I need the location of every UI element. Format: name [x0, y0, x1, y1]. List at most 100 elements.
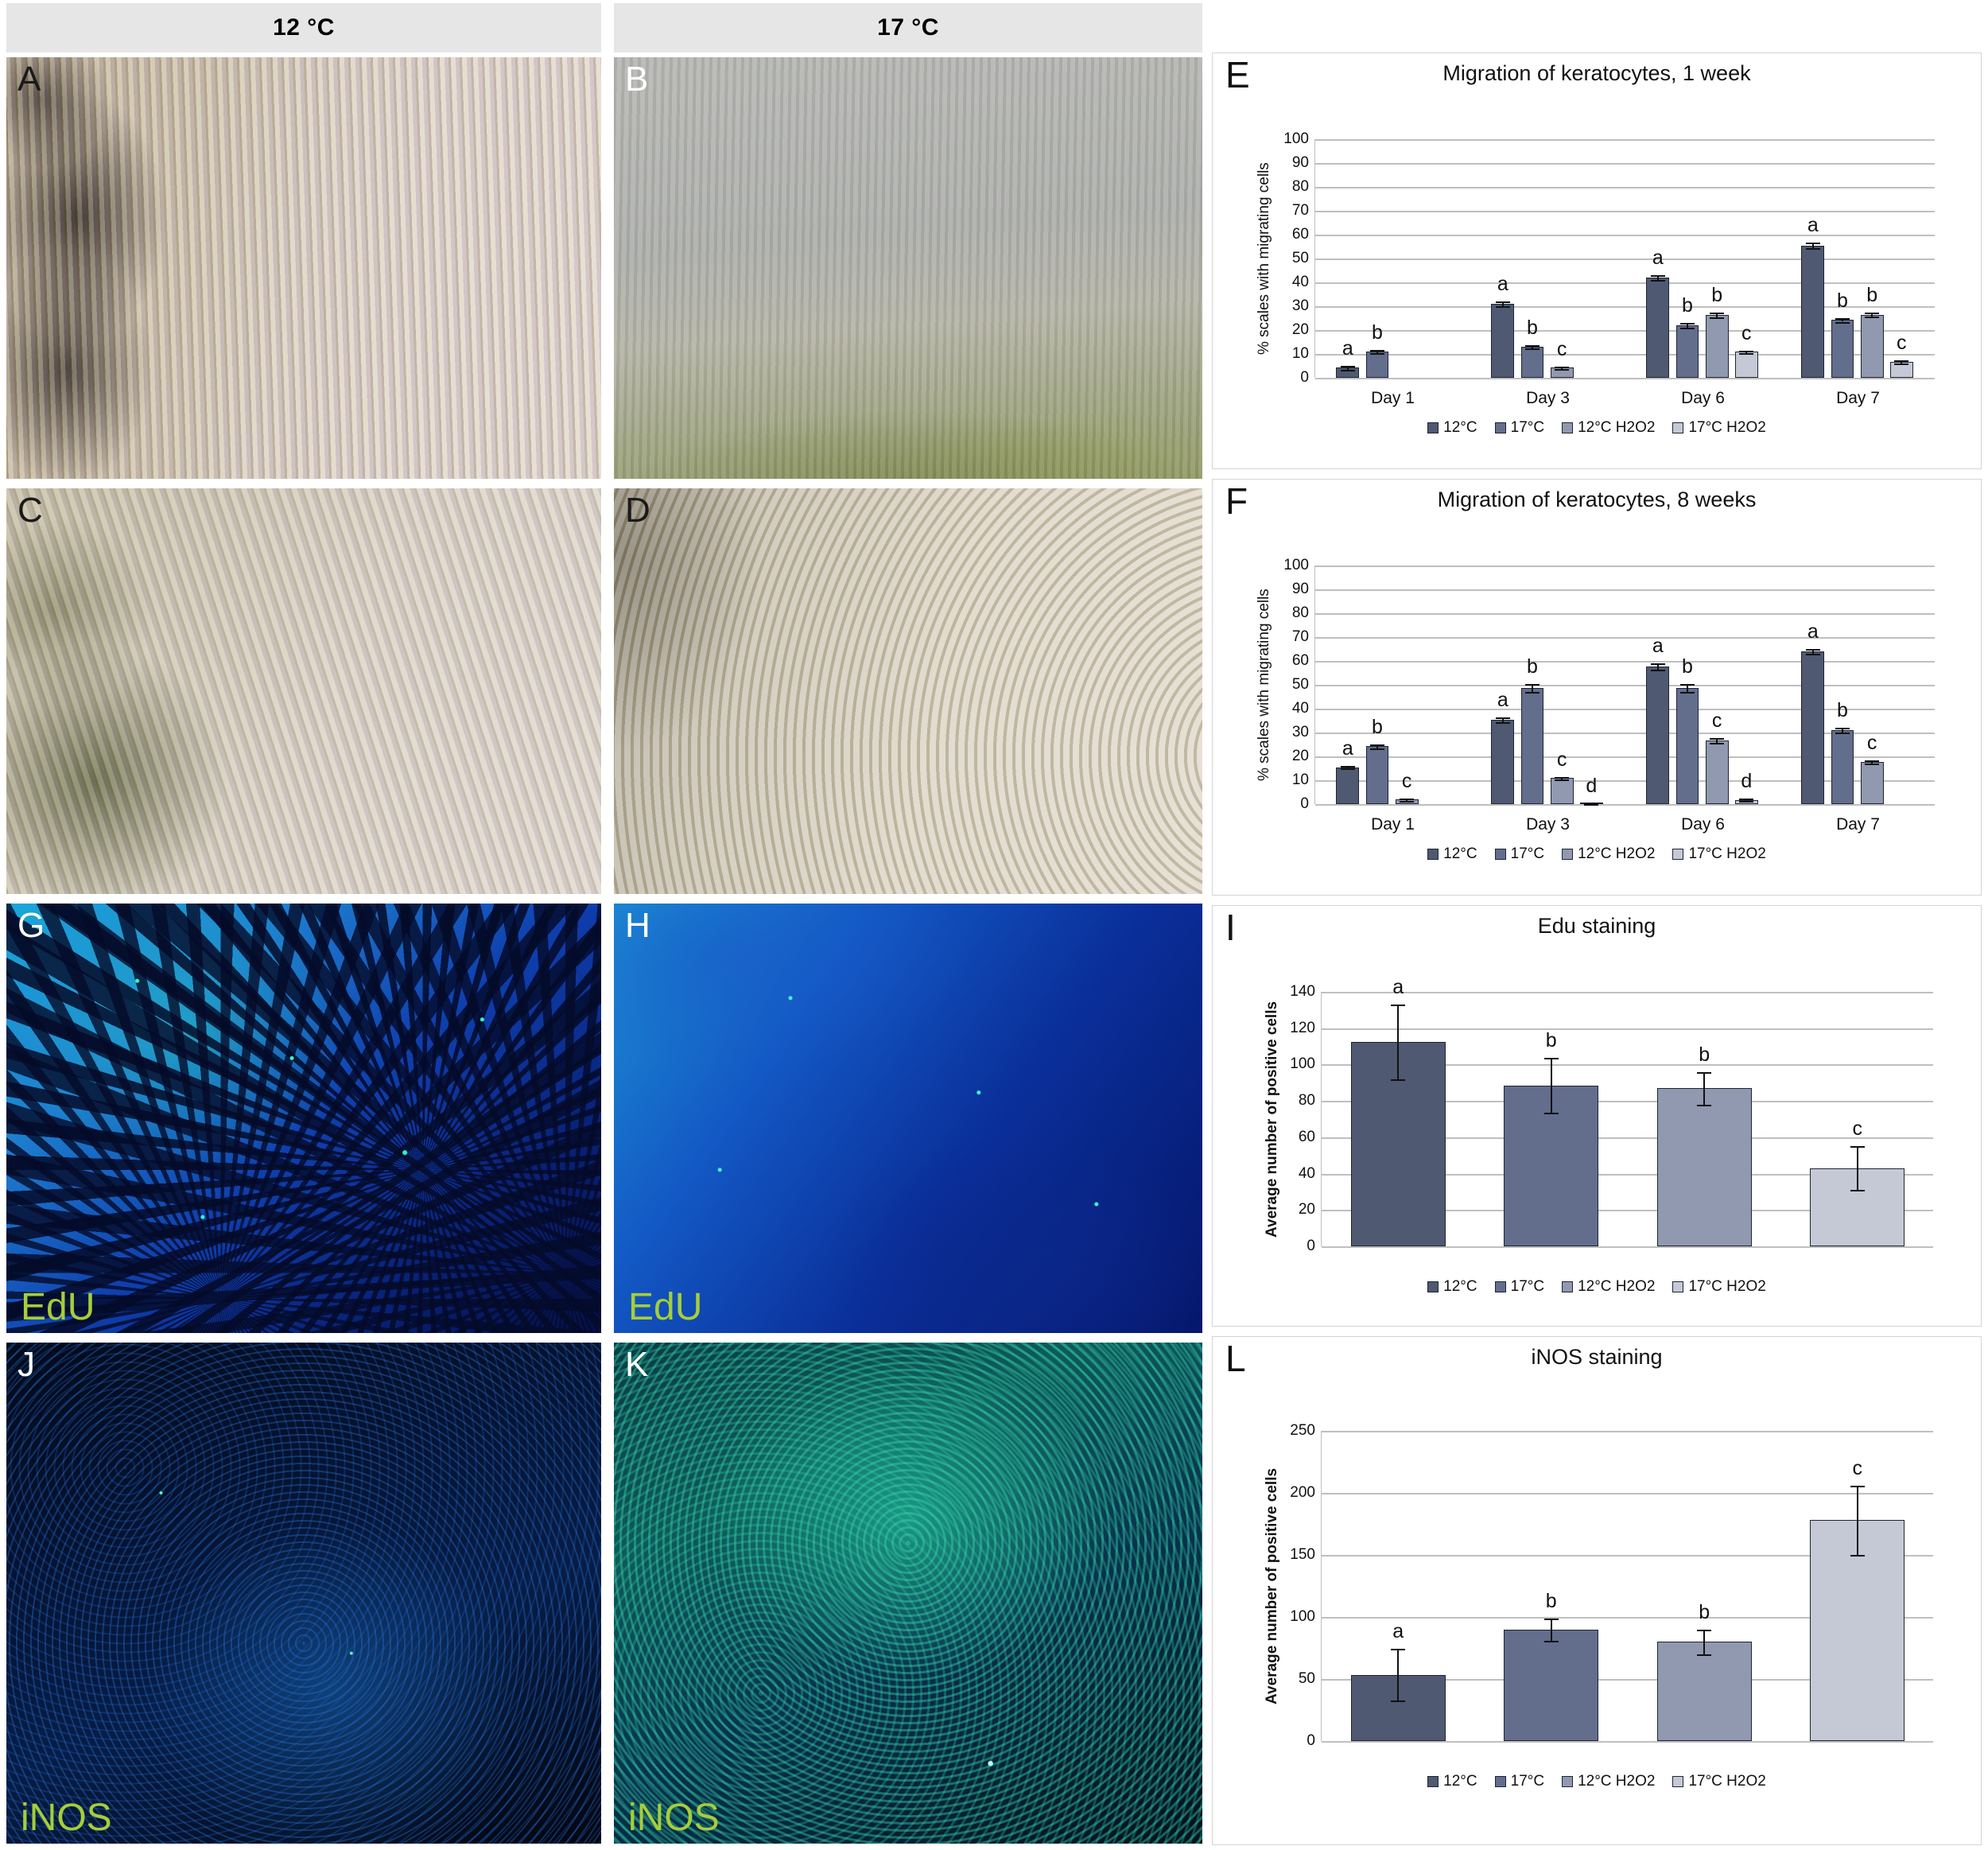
error-bar-cap — [1850, 1485, 1865, 1487]
legend-label: 17°C H2O2 — [1688, 845, 1766, 862]
gridline — [1315, 235, 1935, 236]
y-tick-label: 70 — [1291, 628, 1309, 645]
panel-letter-i: I — [1225, 907, 1236, 948]
legend-item-1[interactable]: 17°C — [1494, 1278, 1544, 1296]
legend-item-1[interactable]: 17°C — [1494, 1773, 1545, 1790]
micrograph-image-j — [6, 1343, 601, 1844]
y-tick-label: 60 — [1291, 226, 1309, 243]
y-axis-label-e: % scales with migrating cells — [1256, 162, 1272, 355]
error-bar-cap — [1584, 803, 1599, 805]
bar-e-0-1 — [1365, 352, 1389, 378]
y-tick-label: 200 — [1290, 1484, 1315, 1501]
panel-letter-d: D — [625, 491, 650, 530]
legend-item-2[interactable]: 12°C H2O2 — [1562, 419, 1655, 437]
bar-e-1-0 — [1491, 304, 1515, 378]
error-bar-cap — [1710, 312, 1725, 314]
error-bar-cap — [1650, 274, 1665, 277]
chart-legend-l: 12°C 17°C 12°C H2O2 17°C H2O2 — [1213, 1773, 1981, 1790]
plot-area-i: 0 20 40 60 80 100 120 140 a b b c — [1290, 977, 1933, 1254]
legend-item-3[interactable]: 17°C H2O2 — [1672, 1278, 1766, 1296]
legend-swatch-icon — [1562, 422, 1574, 433]
legend-item-2[interactable]: 12°C H2O2 — [1562, 845, 1655, 863]
legend-item-1[interactable]: 17°C — [1494, 419, 1544, 437]
error-bar-cap — [1680, 327, 1695, 329]
error-bar — [1716, 312, 1718, 317]
y-tick-label: 20 — [1298, 1201, 1315, 1218]
bar-f-1-2 — [1550, 778, 1574, 804]
significance-letter: b — [1837, 289, 1848, 312]
error-bar-cap — [1525, 344, 1540, 347]
legend-label: 17°C — [1510, 1773, 1545, 1790]
error-bar-cap — [1805, 649, 1820, 651]
legend-item-3[interactable]: 17°C H2O2 — [1672, 845, 1766, 863]
significance-letter: b — [1545, 1589, 1557, 1612]
error-bar — [1703, 1629, 1706, 1654]
significance-letter: a — [1392, 1619, 1404, 1642]
micrograph-panel-h: H EdU — [614, 904, 1202, 1333]
micrograph-panel-a: A — [6, 57, 601, 479]
legend-label: 17°C H2O2 — [1688, 419, 1766, 436]
legend-item-3[interactable]: 17°C H2O2 — [1672, 1773, 1766, 1790]
legend-swatch-icon — [1494, 1776, 1506, 1787]
gridline — [1315, 258, 1935, 260]
legend-label: 17°C H2O2 — [1688, 1773, 1766, 1790]
significance-letter: d — [1586, 774, 1598, 797]
panel-letter-h: H — [625, 906, 650, 945]
bar-f-0-1 — [1365, 746, 1389, 804]
gridline — [1315, 637, 1935, 639]
micrograph-image-d — [614, 488, 1202, 894]
significance-letter: b — [1711, 283, 1723, 306]
significance-letter: c — [1556, 748, 1567, 771]
legend-item-3[interactable]: 17°C H2O2 — [1672, 419, 1766, 437]
gridline — [1322, 1246, 1933, 1248]
y-axis-label-i: Average number of positive cells — [1264, 1001, 1280, 1238]
y-tick-label: 70 — [1291, 202, 1309, 219]
chart-panel-f: F Migration of keratocytes, 8 weeks % scal… — [1212, 479, 1982, 896]
y-tick-label: 250 — [1290, 1422, 1315, 1439]
micrograph-panel-c: C — [6, 488, 601, 894]
gridline — [1322, 1555, 1933, 1557]
legend-item-1[interactable]: 17°C — [1494, 845, 1544, 863]
y-tick-label: 40 — [1291, 274, 1309, 290]
error-bar-cap — [1400, 798, 1415, 800]
error-bar-cap — [1391, 1648, 1406, 1650]
y-tick-label: 90 — [1291, 581, 1309, 597]
error-bar-cap — [1835, 728, 1850, 729]
bar-l-1 — [1504, 1629, 1599, 1741]
gridline — [1315, 565, 1935, 567]
legend-item-0[interactable]: 12°C — [1427, 1278, 1477, 1296]
legend-swatch-icon — [1427, 422, 1439, 433]
y-tick-label: 60 — [1291, 652, 1309, 669]
error-bar-cap — [1370, 349, 1384, 352]
y-tick-label: 150 — [1290, 1546, 1315, 1563]
gridline — [1315, 330, 1935, 332]
error-bar — [1842, 728, 1843, 733]
micrograph-panel-g: G EdU — [6, 904, 601, 1333]
significance-letter: a — [1392, 976, 1404, 998]
chart-title-l: iNOS staining — [1531, 1345, 1663, 1369]
error-bar — [1532, 684, 1533, 692]
bar-l-3 — [1810, 1520, 1905, 1741]
legend-item-0[interactable]: 12°C — [1427, 419, 1477, 437]
error-bar — [1397, 1005, 1400, 1079]
significance-letter: b — [1682, 655, 1693, 678]
x-tick-label: Day 7 — [1836, 389, 1880, 407]
legend-label: 12°C H2O2 — [1578, 1278, 1656, 1295]
legend-item-0[interactable]: 12°C — [1427, 1773, 1477, 1790]
bar-e-3-2 — [1860, 314, 1884, 378]
legend-swatch-icon — [1562, 1776, 1574, 1787]
stain-label-j: iNOS — [21, 1797, 112, 1839]
significance-letter: a — [1807, 213, 1819, 236]
error-bar-cap — [1495, 305, 1510, 308]
legend-item-2[interactable]: 12°C H2O2 — [1562, 1278, 1655, 1296]
y-axis-label-l: Average number of positive cells — [1264, 1467, 1280, 1704]
chart-title-i: Edu staining — [1537, 914, 1656, 938]
legend-label: 12°C — [1443, 1278, 1477, 1295]
legend-swatch-icon — [1562, 849, 1574, 860]
legend-swatch-icon — [1672, 422, 1684, 433]
error-bar-cap — [1850, 1555, 1865, 1557]
legend-item-2[interactable]: 12°C H2O2 — [1562, 1773, 1655, 1790]
column-header-17c-label: 17 °C — [877, 14, 939, 41]
legend-item-0[interactable]: 12°C — [1427, 845, 1477, 863]
